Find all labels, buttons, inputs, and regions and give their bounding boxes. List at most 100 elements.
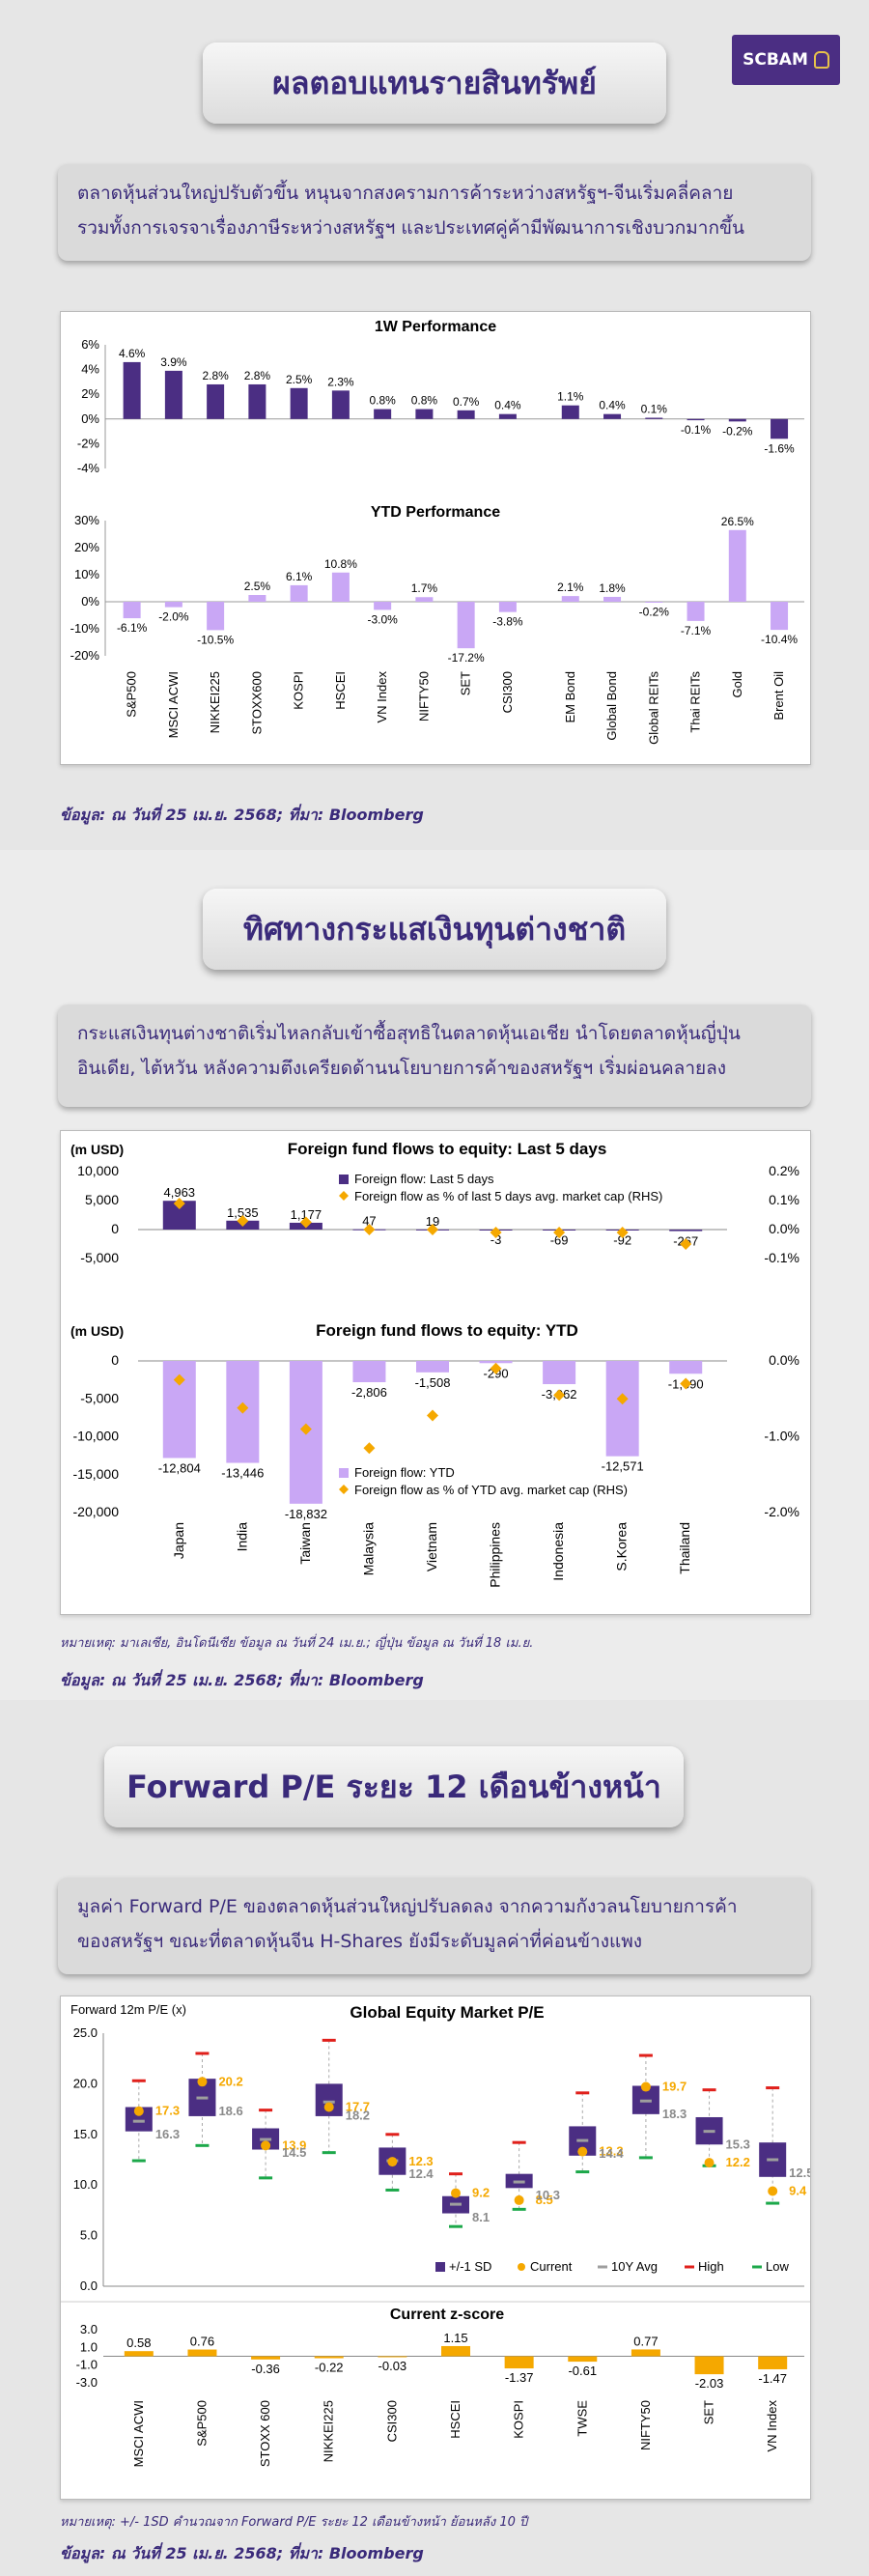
pe-current-marker: [768, 2186, 778, 2196]
zscore-bar: [251, 2356, 281, 2360]
pe-avg-label: 15.3: [726, 2137, 750, 2152]
section1-title: ผลตอบแทนรายสินทรัพย์: [203, 42, 666, 124]
logo-icon: [813, 51, 829, 69]
pe-current-marker: [261, 2140, 271, 2151]
pe-category-label: TWSE: [575, 2400, 589, 2437]
pe-avg-label: 10.3: [536, 2188, 560, 2202]
pe-tick-label: 10.0: [73, 2177, 98, 2192]
perf-ytd-data-label: -0.2%: [639, 606, 670, 619]
perf-category-label: CSI300: [500, 671, 515, 713]
flow-ytd-tick-label: -5,000: [80, 1390, 119, 1405]
zscore-bar: [124, 2351, 154, 2357]
flow-ytd-data-label: -2,806: [351, 1385, 387, 1400]
perf-1w-data-label: 4.6%: [119, 347, 146, 360]
perf-1w-tick-label: 0%: [81, 411, 99, 426]
perf-ytd-bar: [290, 584, 308, 602]
perf-1w-tick-label: 2%: [81, 386, 99, 401]
pe-category-label: SET: [702, 2400, 716, 2424]
perf-1w-data-label: 0.8%: [369, 394, 396, 408]
flow-ytd-tick-label: 0: [111, 1352, 119, 1368]
flow-5d-data-label: -92: [613, 1233, 631, 1248]
scbam-logo: SCBAM: [732, 35, 840, 85]
pe-tick-label: 0.0: [80, 2279, 98, 2293]
flow-5d-rhs-marker: [427, 1224, 438, 1235]
zscore-bar: [631, 2349, 660, 2357]
flow-ytd-rhs-marker: [237, 1401, 249, 1414]
section3-note-line2: ของสหรัฐฯ ขณะที่ตลาดหุ้นจีน H-Shares ยัง…: [77, 1931, 643, 1952]
zscore-data-label: -1.47: [758, 2371, 787, 2386]
pe-tick-label: 20.0: [73, 2076, 98, 2090]
zscore-bar: [441, 2345, 470, 2357]
perf-1w-data-label: 3.9%: [160, 355, 187, 369]
pe-current-marker: [704, 2158, 715, 2168]
perf-ytd-data-label: -3.0%: [367, 612, 398, 626]
perf-1w-bar: [164, 370, 182, 419]
flow-ytd-legend-label: Foreign flow as % of YTD avg. market cap…: [354, 1483, 628, 1497]
performance-chart-panel: 1W Performance 6% 4% 2% 0% -2% -4% 4.6% 3.9% 2.8%…: [60, 311, 811, 765]
zscore-bar: [187, 2349, 217, 2357]
pe-tick-label: 5.0: [80, 2228, 98, 2243]
perf-ytd-bar: [645, 602, 663, 603]
flow-ytd-rhs-marker: [173, 1373, 185, 1386]
section2-footnote: หมายเหตุ: มาเลเซีย, อินโดนีเซีย ข้อมูล ณ…: [60, 1636, 534, 1651]
perf-ytd-tick-label: 0%: [81, 594, 99, 609]
flow-ytd-data-label: -12,804: [158, 1461, 201, 1476]
section3-note-line1: มูลค่า Forward P/E ของตลาดหุ้นส่วนใหญ่ปร…: [77, 1896, 738, 1917]
zscore-bar: [568, 2356, 598, 2363]
zscore-bar: [314, 2356, 344, 2359]
perf-1w-bar: [728, 418, 746, 422]
perf-ytd-data-label: 2.1%: [557, 580, 584, 594]
perf-1w-data-label: -0.2%: [722, 424, 753, 438]
flow-ytd-bar: [416, 1361, 449, 1373]
perf-ytd-tick-label: 20%: [74, 540, 99, 554]
flow-5d-rhs-marker: [553, 1227, 566, 1238]
perf-1w-bar: [645, 417, 663, 419]
pe-avg-label: 18.3: [662, 2107, 687, 2121]
flow-5d-data-label: 1,177: [291, 1207, 322, 1222]
flow-ytd-tick-label: -10,000: [73, 1429, 120, 1444]
flow-category-label: S.Korea: [614, 1522, 630, 1571]
flow-ytd-bar: [352, 1361, 386, 1383]
pe-legend-swatch: [435, 2262, 445, 2272]
perf-ytd-data-label: -6.1%: [117, 621, 148, 635]
section2-title: ทิศทางกระแสเงินทุนต่างชาติ: [203, 889, 666, 970]
perf-ytd-data-label: -2.0%: [158, 610, 189, 624]
perf-category-label: Global Bond: [604, 671, 619, 741]
perf-1w-data-label: 0.7%: [453, 395, 480, 409]
pe-category-label: NIFTY50: [638, 2400, 653, 2450]
pe-current-label: 19.7: [662, 2080, 687, 2094]
pe-title: Global Equity Market P/E: [350, 2003, 544, 2022]
pe-current-marker: [577, 2146, 588, 2157]
flow-ytd-data-label: -13,446: [221, 1466, 264, 1481]
flow-ytd-rhs-marker: [680, 1377, 692, 1390]
zscore-data-label: 1.15: [443, 2331, 467, 2345]
perf-ytd-bar: [374, 602, 392, 610]
zscore-data-label: -2.03: [695, 2376, 724, 2391]
perf-category-label: Brent Oil: [771, 671, 786, 721]
flow-ytd-data-label: -1,508: [415, 1375, 451, 1390]
flow-5d-data-label: 47: [362, 1214, 376, 1229]
perf-ytd-data-label: -10.5%: [197, 633, 234, 646]
flow-5d-data-label: 4,963: [164, 1185, 196, 1200]
zscore-bar: [758, 2356, 788, 2369]
flow-5d-legend-label: Foreign flow as % of last 5 days avg. ma…: [354, 1189, 662, 1203]
perf-1w-bar: [290, 387, 308, 419]
perf-category-label: STOXX600: [249, 671, 264, 735]
zscore-data-label: 0.76: [190, 2335, 214, 2349]
perf-ytd-bar: [687, 602, 705, 621]
flow-5d-rhs-marker: [490, 1227, 502, 1238]
pe-unit-label: Forward 12m P/E (x): [70, 2002, 186, 2017]
pe-avg-label: 18.6: [218, 2104, 242, 2118]
perf-1w-bar: [331, 390, 350, 419]
perf-1w-bar: [374, 409, 392, 419]
perf-ytd-bar: [771, 602, 789, 631]
zscore-bar: [504, 2356, 534, 2369]
zscore-tick-label: -1.0: [76, 2358, 98, 2372]
perf-1w-data-label: 0.1%: [641, 403, 668, 416]
zscore-bar: [378, 2356, 407, 2358]
section2-note: กระแสเงินทุนต่างชาติเริ่มไหลกลับเข้าซื้อ…: [58, 1005, 811, 1107]
perf-1w-data-label: 2.8%: [244, 369, 271, 382]
pe-category-label: NIKKEI225: [322, 2400, 336, 2462]
perf-ytd-tick-label: -10%: [70, 621, 100, 636]
flow-category-label: Philippines: [488, 1522, 503, 1588]
